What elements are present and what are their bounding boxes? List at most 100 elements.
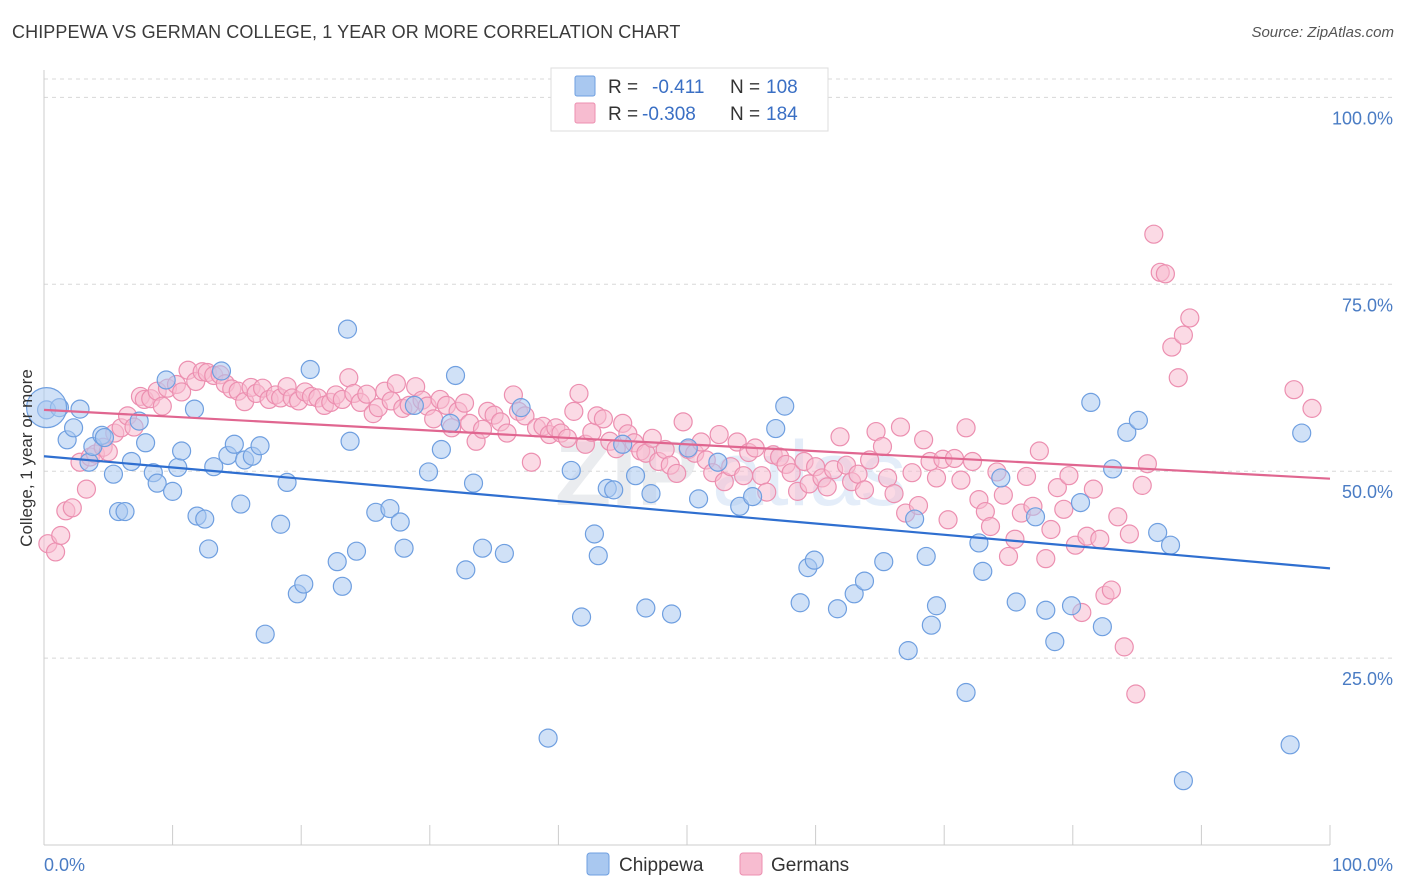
chippewa-point-101 (1103, 459, 1123, 479)
germans-point-176 (1108, 507, 1128, 527)
chippewa-point-83 (874, 552, 894, 572)
chippewa-point-96 (1045, 632, 1065, 652)
chippewa-point-86 (916, 546, 936, 567)
chippewa-point-67 (636, 598, 656, 618)
chippewa-point-65 (613, 434, 633, 454)
chippewa-point-38 (300, 359, 320, 380)
chippewa-point-75 (766, 418, 786, 439)
chart-source: Source: ZipAtlas.com (1251, 24, 1394, 41)
legend-chippewa-r-value: -0.411 (652, 77, 704, 98)
germans-point-140 (890, 417, 911, 437)
top-legend: R = -0.411 N = 108 R = -0.308 N = 184 (550, 67, 829, 132)
chippewa-point-28 (224, 434, 244, 454)
label-layer: 100.0% 75.0% 50.0% 25.0% 0.0% 100.0% (44, 108, 1393, 875)
chippewa-point-107 (1280, 735, 1300, 755)
bottom-legend-swatch-chippewa (586, 852, 610, 876)
germans-point-2 (51, 525, 71, 546)
chippewa-point-93 (1006, 592, 1026, 612)
chippewa-point-77 (790, 593, 810, 613)
chippewa-point-21 (184, 399, 205, 419)
chippewa-point-47 (394, 538, 414, 558)
germans-point-144 (914, 430, 934, 450)
germans-point-190 (1302, 398, 1322, 418)
germans-point-161 (1016, 466, 1037, 487)
germans-point-128 (817, 477, 837, 497)
germans-point-159 (1005, 529, 1025, 549)
germans-point-187 (1173, 325, 1193, 345)
chart-title: CHIPPEWA VS GERMAN COLLEGE, 1 YEAR OR MO… (12, 22, 681, 42)
bottom-legend-chippewa-label: Chippewa (619, 855, 704, 876)
chippewa-point-52 (445, 365, 466, 386)
germans-trend-line (43, 408, 1331, 480)
germans-point-182 (1144, 224, 1164, 244)
chippewa-point-13 (129, 411, 149, 431)
germans-point-155 (980, 516, 1001, 537)
legend-chippewa-r-label: R = (608, 77, 638, 98)
chippewa-point-71 (688, 489, 709, 509)
chippewa-point-95 (1036, 600, 1056, 620)
germans-point-135 (860, 450, 880, 470)
chippewa-point-64 (604, 480, 624, 500)
chippewa-point-104 (1148, 522, 1168, 543)
chippewa-point-34 (271, 514, 291, 534)
chippewa-point-46 (390, 512, 410, 532)
chippewa-point-106 (1173, 771, 1193, 791)
chippewa-point-14 (135, 433, 156, 453)
bottom-legend-swatch-germans (739, 852, 763, 876)
chippewa-point-42 (340, 431, 360, 451)
chippewa-point-66 (625, 466, 646, 486)
germans-point-163 (1029, 441, 1049, 461)
chippewa-point-85 (905, 509, 925, 529)
germans-point-177 (1114, 637, 1134, 657)
legend-swatch-chippewa (574, 75, 596, 97)
grid-layer (44, 78, 1392, 659)
chippewa-point-17 (156, 370, 176, 390)
chippewa-point-92 (991, 468, 1011, 488)
chippewa-point-98 (1070, 492, 1091, 513)
chippewa-point-82 (854, 571, 875, 591)
chippewa-point-60 (571, 607, 592, 627)
germans-point-114 (733, 466, 754, 486)
germans-point-164 (1036, 549, 1056, 569)
chippewa-point-37 (294, 574, 314, 594)
chippewa-point-53 (456, 560, 476, 580)
germans-point-57 (386, 374, 406, 394)
chippewa-point-79 (804, 550, 824, 570)
chippewa-point-74 (742, 487, 763, 507)
germans-point-186 (1168, 368, 1188, 388)
germans-point-185 (1162, 337, 1182, 357)
axis-layer (43, 70, 1331, 846)
chippewa-point-4 (70, 399, 90, 419)
chippewa-point-72 (708, 452, 728, 472)
chippewa-point-70 (678, 438, 698, 458)
y-tick-label-2: 50.0% (1342, 482, 1393, 502)
chippewa-point-54 (463, 473, 484, 493)
chippewa-trend-line (43, 455, 1331, 570)
germans-point-179 (1126, 684, 1146, 704)
germans-point-168 (1059, 466, 1079, 486)
chippewa-point-49 (418, 462, 439, 482)
chippewa-point-39 (327, 552, 347, 572)
chippewa-point-61 (584, 524, 605, 544)
chippewa-point-18 (163, 481, 183, 501)
x-tick-label-1: 100.0% (1332, 855, 1393, 875)
x-tick-label-0: 0.0% (44, 855, 85, 875)
chippewa-point-84 (898, 641, 918, 661)
germans-point-122 (781, 463, 801, 483)
chippewa-point-56 (494, 543, 514, 564)
germans-point-139 (884, 484, 904, 504)
chippewa-point-33 (255, 624, 275, 644)
chippewa-point-12 (121, 451, 142, 472)
legend-germans-n-value: 184 (766, 104, 798, 125)
germans-point-173 (1090, 529, 1110, 549)
chippewa-point-11 (115, 501, 135, 522)
germans-point-117 (751, 466, 772, 486)
y-axis-title: College, 1 year or more (17, 369, 36, 547)
germans-point-103 (667, 463, 687, 484)
germans-point-157 (993, 485, 1013, 505)
chippewa-point-20 (172, 441, 192, 461)
chippewa-point-69 (661, 604, 682, 624)
germans-point-167 (1054, 499, 1074, 519)
chippewa-point-32 (250, 436, 270, 456)
